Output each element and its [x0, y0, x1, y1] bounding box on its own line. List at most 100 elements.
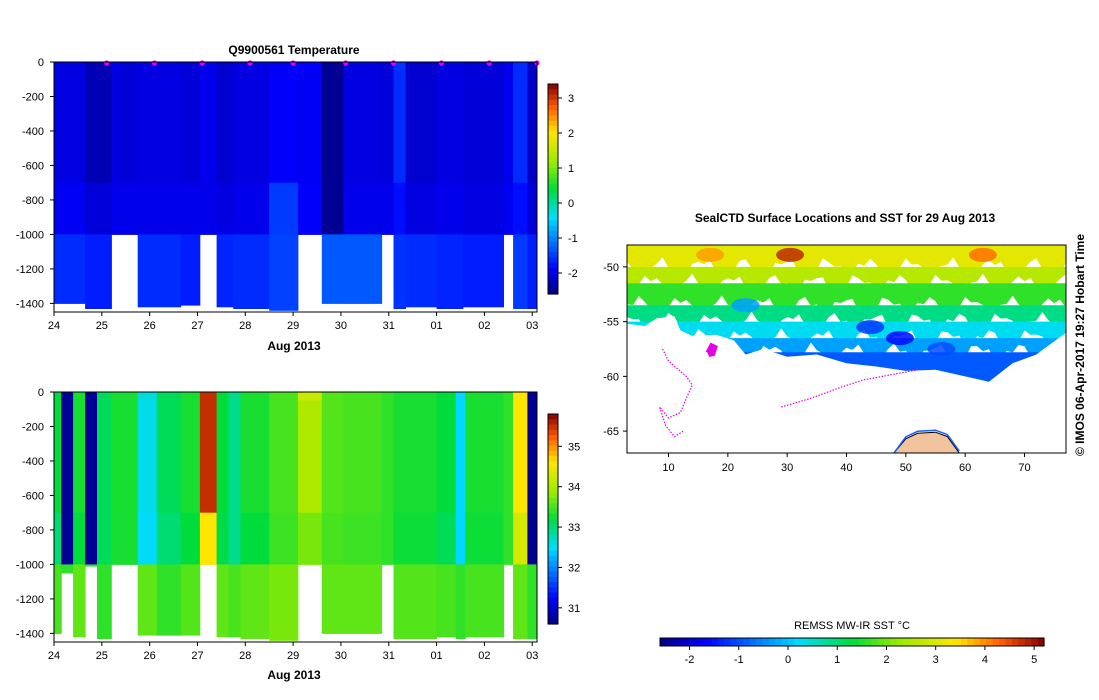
sst-patch: [885, 331, 914, 346]
x-tick-label: 27: [191, 320, 203, 332]
colorbar-segment: [548, 477, 558, 483]
section-cell: [111, 392, 139, 402]
section-cell: [527, 392, 538, 402]
sst-colorbar-segment: [980, 638, 987, 646]
x-tick-label: 02: [478, 650, 490, 662]
colorbar-segment: [548, 231, 558, 237]
colorbar-segment: [548, 189, 558, 195]
colorbar-segment: [548, 152, 558, 159]
x-tick-label: 25: [96, 650, 108, 662]
colorbar-segment: [548, 194, 558, 201]
section-cell: [393, 182, 406, 235]
section-cell: [61, 512, 74, 565]
salinity-axes: 24 25 26 27 28 29 30 31 01 02 03 0 -200 -400 -600 -800 -…: [16, 387, 538, 662]
sst-patch: [968, 247, 997, 262]
section-cell: [61, 564, 74, 574]
section-cell: [240, 512, 270, 565]
section-cell: [513, 62, 528, 72]
section-cell: [393, 512, 437, 565]
section-cell: [381, 392, 395, 402]
colorbar-segment: [548, 555, 558, 562]
y-tick-label: -600: [22, 160, 44, 172]
section-cell: [513, 512, 528, 565]
section-cell: [462, 70, 504, 184]
colorbar-segment: [548, 210, 558, 216]
colorbar-segment: [548, 115, 558, 122]
profile-marker: [290, 60, 296, 66]
sst-colorbar-segment: [832, 638, 840, 646]
section-cell: [199, 400, 218, 514]
x-tick-label: 29: [287, 320, 299, 332]
section-cell: [321, 234, 344, 304]
profile-marker: [199, 60, 205, 66]
sst-colorbar-segment: [749, 638, 757, 646]
section-cell: [199, 512, 218, 565]
colorbar-segment: [548, 461, 558, 468]
x-tick-label: 30: [335, 650, 347, 662]
colorbar-frame: [547, 413, 559, 625]
y-tick-label: -1400: [16, 298, 44, 310]
sst-colorbar-title: REMSS MW-IR SST °C: [794, 620, 910, 632]
temperature-xlabel: Aug 2013: [267, 339, 321, 353]
colorbar-segment: [548, 136, 558, 143]
section-cell: [180, 512, 201, 565]
section-cell: [297, 70, 323, 184]
y-tick-label: -400: [22, 126, 44, 138]
section-cell: [393, 564, 437, 639]
section-cell: [297, 182, 323, 235]
section-cell: [54, 400, 62, 514]
section-cell: [61, 392, 74, 402]
section-cell: [111, 512, 139, 565]
section-cell: [465, 512, 505, 565]
sst-colorbar-segment: [864, 638, 872, 646]
section-cell: [343, 512, 383, 565]
y-tick-label: -1200: [16, 264, 44, 276]
map-y-tick-label: -60: [603, 371, 619, 383]
x-tick-label: 01: [430, 320, 442, 332]
section-cell: [156, 392, 182, 402]
section-cell: [54, 234, 86, 304]
y-tick-label: -1200: [16, 594, 44, 606]
sst-colorbar-segment: [781, 638, 789, 646]
colorbar-segment: [548, 178, 558, 185]
section-cell: [180, 400, 201, 514]
map-x-tick-label: 40: [840, 462, 852, 474]
sst-colorbar-segment: [896, 638, 904, 646]
section-cell: [503, 512, 514, 565]
colorbar-segment: [548, 540, 558, 546]
x-tick-label: 02: [478, 320, 490, 332]
section-cell: [85, 512, 98, 565]
temperature-colorbar: 3 2 1 0 -1 -2: [547, 83, 578, 295]
section-cell: [137, 392, 158, 402]
section-cell: [180, 564, 201, 636]
x-tick-label: 24: [48, 320, 60, 332]
section-cell: [513, 392, 528, 402]
map-y-tick-label: -55: [603, 317, 619, 329]
section-cell: [228, 564, 241, 638]
ice-edge-mask: [627, 316, 1066, 453]
section-cell: [269, 234, 299, 311]
sst-band: [627, 305, 1066, 332]
section-cell: [436, 70, 464, 184]
section-cell: [97, 400, 112, 514]
sst-colorbar-segment: [890, 638, 898, 646]
section-cell: [180, 392, 201, 402]
section-cell: [343, 400, 383, 514]
section-cell: [269, 70, 299, 184]
profile-marker: [486, 60, 492, 66]
x-tick-label: 03: [526, 650, 538, 662]
colorbar-segment: [548, 283, 558, 290]
colorbar-segment: [548, 147, 558, 153]
section-cell: [97, 564, 112, 639]
colorbar-segment: [548, 450, 558, 457]
section-cell: [436, 512, 457, 565]
section-cell: [199, 70, 218, 184]
colorbar-segment: [548, 471, 558, 478]
map-y-tick-label: -50: [603, 262, 619, 274]
section-cell: [455, 564, 466, 639]
colorbar-segment: [548, 126, 558, 132]
colorbar-segment: [548, 603, 558, 609]
map-x-tick-label: 20: [722, 462, 734, 474]
section-cell: [381, 182, 395, 235]
